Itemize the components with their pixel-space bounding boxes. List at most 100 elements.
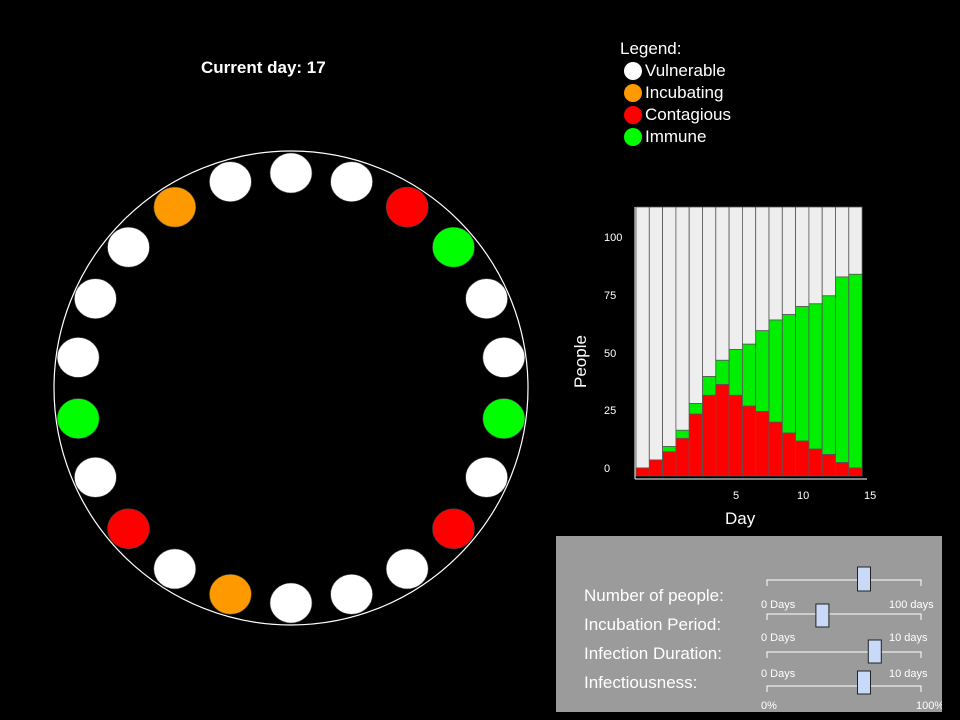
- bar-vulnerable: [702, 206, 717, 377]
- bar-contagious: [781, 432, 797, 477]
- bar-vulnerable: [635, 206, 650, 469]
- person-contagious: [107, 508, 150, 550]
- legend: Legend: Vulnerable Incubating Contagious…: [620, 38, 731, 148]
- person-immune: [482, 398, 526, 439]
- bar-contagious: [702, 394, 717, 477]
- slider-min-label: 0 Days: [761, 599, 796, 611]
- infectiousness-slider[interactable]: 0% 100%: [761, 670, 942, 712]
- slider-handle[interactable]: [857, 566, 871, 592]
- person-immune: [56, 398, 100, 439]
- person-vulnerable: [465, 278, 508, 320]
- person-vulnerable: [330, 573, 373, 615]
- slider-min-label: 0 Days: [761, 668, 796, 680]
- person-vulnerable: [74, 456, 117, 498]
- slider-max-label: 100%: [916, 700, 942, 712]
- infection-chart: 0 25 50 75 100 5 10 15 Day People: [571, 206, 876, 528]
- bar-immune: [702, 376, 717, 396]
- bar-contagious: [688, 413, 703, 477]
- bar-vulnerable: [648, 206, 664, 461]
- slider-max-label: 10 days: [889, 632, 928, 644]
- bar-immune: [808, 303, 823, 450]
- bar-vulnerable: [821, 206, 836, 297]
- bar-immune: [662, 445, 677, 453]
- incubation-period-slider[interactable]: 0 Days 10 days: [761, 603, 928, 644]
- bar-immune: [688, 402, 703, 415]
- population-ring: [53, 150, 529, 626]
- bar-vulnerable: [662, 206, 677, 447]
- legend-item-contagious: Contagious: [620, 104, 731, 126]
- bar-vulnerable: [715, 206, 730, 361]
- bar-vulnerable: [755, 206, 770, 332]
- slider-track: [766, 613, 922, 620]
- bar-immune: [835, 276, 850, 463]
- bar-immune: [781, 314, 797, 434]
- immune-dot-icon: [624, 128, 642, 146]
- ring-outline: [53, 150, 529, 626]
- person-contagious: [385, 186, 429, 228]
- x-tick-label: 10: [797, 490, 809, 502]
- legend-title: Legend:: [620, 39, 682, 58]
- bar-contagious: [728, 394, 743, 477]
- x-axis-title: Day: [725, 509, 756, 528]
- legend-item-incubating: Incubating: [620, 82, 731, 104]
- legend-label: Immune: [645, 127, 707, 146]
- bar-vulnerable: [781, 206, 797, 315]
- bar-contagious: [648, 459, 664, 477]
- legend-label: Incubating: [645, 83, 724, 102]
- legend-label: Vulnerable: [645, 61, 726, 80]
- infection-duration-label: Infection Duration:: [584, 644, 722, 663]
- incubation-period-label: Incubation Period:: [584, 615, 722, 634]
- slider-handle[interactable]: [815, 603, 830, 628]
- bar-vulnerable: [848, 206, 863, 275]
- bar-immune: [715, 359, 730, 385]
- bar-vulnerable: [675, 206, 690, 431]
- contagious-dot-icon: [624, 106, 642, 124]
- bar-contagious: [795, 440, 810, 477]
- person-vulnerable: [74, 278, 117, 320]
- person-vulnerable: [107, 226, 150, 268]
- number-of-people-slider[interactable]: 0 Days 100 days: [761, 566, 934, 611]
- person-vulnerable: [56, 337, 100, 378]
- y-tick-label: 50: [604, 348, 616, 360]
- incubating-dot-icon: [624, 84, 642, 102]
- y-tick-label: 100: [604, 232, 622, 244]
- person-immune: [432, 226, 475, 268]
- person-vulnerable: [465, 456, 508, 498]
- slider-min-label: 0%: [761, 700, 777, 712]
- bar-immune: [795, 306, 810, 442]
- y-axis-title: People: [571, 335, 590, 388]
- bar-contagious: [662, 451, 677, 477]
- person-vulnerable: [153, 548, 197, 590]
- bar-immune: [728, 349, 743, 396]
- current-day-label: Current day: 17: [201, 58, 326, 77]
- bar-vulnerable: [768, 206, 783, 321]
- bar-immune: [741, 343, 757, 407]
- bar-contagious: [808, 448, 823, 477]
- controls-panel: Number of people: Incubation Period: Inf…: [556, 536, 942, 712]
- person-incubating: [153, 186, 197, 228]
- bar-immune: [848, 273, 863, 469]
- person-vulnerable: [269, 152, 313, 194]
- y-tick-label: 0: [604, 463, 610, 475]
- person-vulnerable: [209, 161, 252, 202]
- infection-duration-slider[interactable]: 0 Days 10 days: [761, 639, 928, 680]
- person-contagious: [432, 508, 475, 550]
- slider-track: [766, 685, 922, 692]
- x-tick-label: 15: [864, 490, 876, 502]
- person-vulnerable: [482, 337, 526, 378]
- slider-handle[interactable]: [857, 670, 871, 695]
- infectiousness-label: Infectiousness:: [584, 673, 698, 692]
- slider-min-label: 0 Days: [761, 632, 796, 644]
- bar-contagious: [635, 467, 650, 477]
- slider-handle[interactable]: [867, 639, 882, 664]
- number-of-people-label: Number of people:: [584, 586, 724, 605]
- y-tick-label: 75: [604, 290, 616, 302]
- bar-vulnerable: [835, 206, 850, 278]
- vulnerable-dot-icon: [624, 62, 642, 80]
- bar-vulnerable: [688, 206, 703, 404]
- bar-contagious: [675, 437, 690, 477]
- bar-contagious: [848, 467, 863, 477]
- x-tick-label: 5: [733, 490, 739, 502]
- person-incubating: [209, 573, 252, 615]
- bar-immune: [768, 319, 783, 423]
